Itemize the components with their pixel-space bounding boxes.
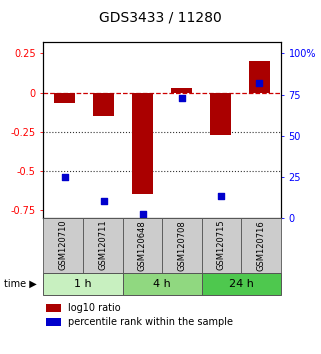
Point <box>218 194 223 199</box>
Bar <box>241 218 281 273</box>
Bar <box>202 218 241 273</box>
Text: GSM120648: GSM120648 <box>138 220 147 270</box>
Text: time ▶: time ▶ <box>4 279 37 289</box>
Text: GSM120710: GSM120710 <box>59 220 68 270</box>
Point <box>257 80 262 86</box>
Bar <box>249 61 270 92</box>
Point <box>101 199 106 204</box>
Point <box>140 212 145 217</box>
Text: GDS3433 / 11280: GDS3433 / 11280 <box>99 11 222 25</box>
Bar <box>46 304 61 313</box>
Bar <box>202 273 281 295</box>
Bar <box>43 218 83 273</box>
Text: 24 h: 24 h <box>229 279 254 289</box>
Bar <box>46 318 61 326</box>
Bar <box>162 218 202 273</box>
Bar <box>83 218 123 273</box>
Bar <box>123 218 162 273</box>
Bar <box>132 92 153 194</box>
Text: log10 ratio: log10 ratio <box>68 303 121 313</box>
Text: GSM120711: GSM120711 <box>98 220 107 270</box>
Bar <box>93 92 114 116</box>
Bar <box>171 88 192 92</box>
Bar <box>43 273 123 295</box>
Point <box>179 95 184 101</box>
Text: 1 h: 1 h <box>74 279 92 289</box>
Text: GSM120715: GSM120715 <box>217 220 226 270</box>
Bar <box>54 92 75 103</box>
Text: GSM120716: GSM120716 <box>256 220 265 270</box>
Bar <box>123 273 202 295</box>
Text: GSM120708: GSM120708 <box>178 220 187 270</box>
Bar <box>210 92 231 135</box>
Text: 4 h: 4 h <box>153 279 171 289</box>
Text: percentile rank within the sample: percentile rank within the sample <box>68 317 233 327</box>
Point <box>62 174 67 179</box>
